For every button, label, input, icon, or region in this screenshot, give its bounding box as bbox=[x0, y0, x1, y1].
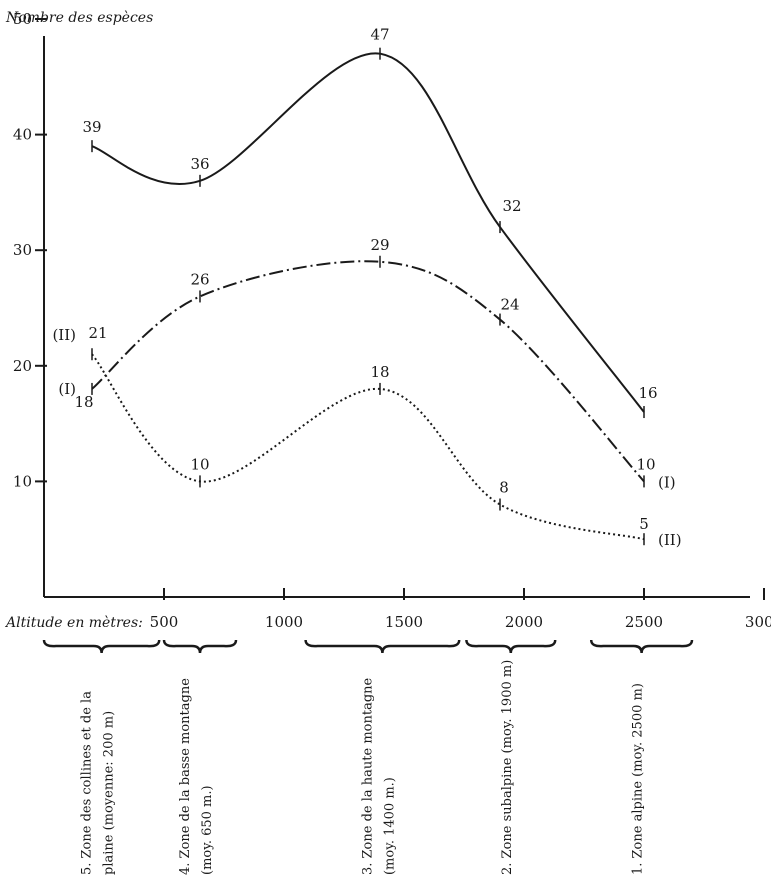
x-tick-label: 1000 bbox=[265, 613, 303, 631]
data-label: 36 bbox=[190, 155, 209, 173]
x-tick-label: 2500 bbox=[625, 613, 663, 631]
x-ticks: 500 1000 1500 2000 2500 3000 bbox=[150, 588, 771, 631]
x-tick-label: 2000 bbox=[505, 613, 543, 631]
x-tick-label: 500 bbox=[150, 613, 179, 631]
zone-bracket bbox=[162, 639, 238, 654]
y-tick-label: 20 bbox=[13, 357, 32, 375]
x-tick-label: 1500 bbox=[385, 613, 423, 631]
data-label: 16 bbox=[638, 384, 657, 402]
data-label: 26 bbox=[190, 270, 209, 288]
zone-label: 3. Zone de la haute montagne bbox=[360, 677, 375, 875]
zone-label: (moy. 650 m.) bbox=[200, 785, 215, 875]
series-name-label: (I) bbox=[658, 473, 676, 491]
axes bbox=[43, 36, 750, 598]
data-label: 5 bbox=[639, 515, 649, 533]
data-label: 39 bbox=[82, 118, 101, 136]
zone-bracket bbox=[304, 639, 461, 654]
series-line-dashdot bbox=[91, 260, 645, 483]
zone-label: 5. Zone des collines et de la bbox=[80, 691, 95, 875]
data-label: 24 bbox=[500, 296, 519, 314]
data-label: 32 bbox=[502, 197, 521, 215]
zone-brackets: 5. Zone des collines et de la plaine (moy… bbox=[42, 639, 694, 875]
zone-label: plaine (moyenne: 200 m) bbox=[102, 711, 117, 875]
y-tick-label: 40 bbox=[13, 126, 32, 144]
data-label: 8 bbox=[499, 479, 509, 497]
series-line-dotted bbox=[91, 353, 645, 541]
data-label: 18 bbox=[370, 363, 389, 381]
zone-label: 1. Zone alpine (moy. 2500 m) bbox=[631, 683, 646, 875]
zone-label: 4. Zone de la basse montagne bbox=[178, 678, 193, 875]
y-axis-label: Nombre des espèces bbox=[5, 10, 153, 26]
series-group: 39364732161826292410(I)(I)21101885(II)(I… bbox=[52, 26, 681, 550]
y-tick-label: 50 bbox=[13, 10, 32, 28]
zone-bracket bbox=[465, 639, 557, 654]
data-label: 21 bbox=[88, 324, 107, 342]
x-tick-label: 3000 bbox=[745, 613, 771, 631]
series-name-label: (II) bbox=[52, 326, 76, 344]
series-name-label: (II) bbox=[658, 531, 682, 549]
y-tick-label: 10 bbox=[13, 472, 32, 490]
zone-bracket bbox=[589, 639, 694, 654]
series-name-label: (I) bbox=[58, 380, 76, 398]
y-tick-label: 30 bbox=[13, 241, 32, 259]
zone-label: 2. Zone subalpine (moy. 1900 m) bbox=[500, 660, 515, 875]
series-line-solid bbox=[91, 52, 645, 413]
data-label: 10 bbox=[636, 455, 655, 473]
y-ticks: 10 20 30 40 50 bbox=[13, 10, 47, 490]
data-label: 18 bbox=[74, 393, 93, 411]
zone-label: (moy. 1400 m.) bbox=[382, 777, 397, 875]
data-label: 47 bbox=[370, 26, 389, 44]
data-label: 29 bbox=[370, 236, 389, 254]
data-label: 10 bbox=[190, 455, 209, 473]
zone-bracket bbox=[42, 639, 161, 654]
x-axis-label: Altitude en mètres: bbox=[4, 615, 143, 631]
